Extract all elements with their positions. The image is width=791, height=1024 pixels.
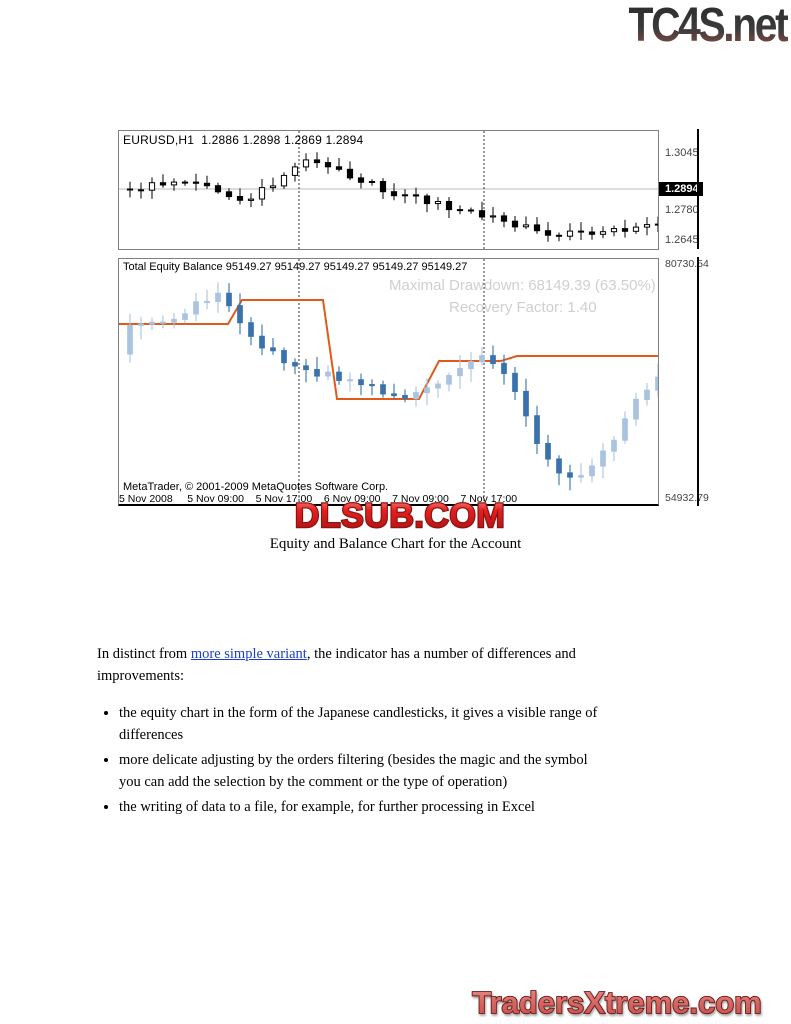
svg-text:TC4S.net: TC4S.net — [629, 0, 788, 52]
svg-text:TradersXtreme.com: TradersXtreme.com — [472, 985, 761, 1020]
svg-text:DLSUB.COM: DLSUB.COM — [295, 497, 505, 533]
